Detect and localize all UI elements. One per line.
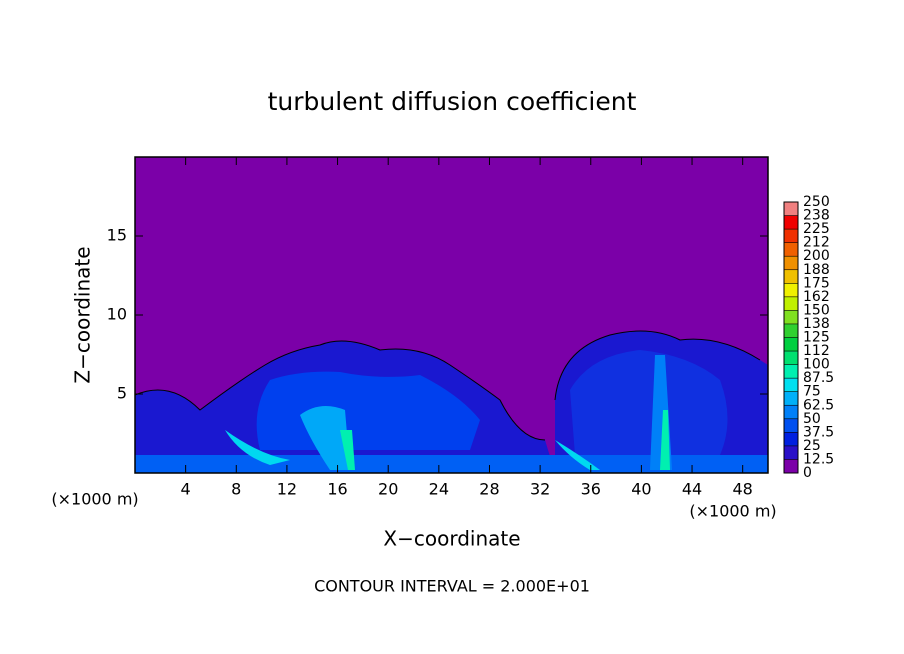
field-region bbox=[340, 430, 355, 470]
colorbar-band bbox=[784, 242, 798, 257]
colorbar-band bbox=[784, 432, 798, 446]
colorbar-label: 200 bbox=[803, 248, 830, 264]
colorbar-band bbox=[784, 323, 798, 338]
y-axis-title: Z−coordinate bbox=[71, 246, 95, 383]
x-tick-label: 28 bbox=[479, 480, 499, 499]
x-tick-label: 24 bbox=[429, 480, 449, 499]
x-tick-label: 36 bbox=[581, 480, 601, 499]
field-region bbox=[660, 410, 670, 470]
colorbar-label: 188 bbox=[803, 262, 830, 278]
colorbar-band bbox=[784, 215, 798, 230]
y-tick-label: 5 bbox=[117, 384, 127, 403]
colorbar-band bbox=[784, 202, 798, 216]
colorbar-label: 112 bbox=[803, 343, 830, 359]
colorbar-band bbox=[784, 364, 798, 379]
colorbar-label: 162 bbox=[803, 289, 830, 305]
colorbar-label: 225 bbox=[803, 221, 830, 237]
colorbar-label: 37.5 bbox=[803, 424, 834, 440]
colorbar-label: 75 bbox=[803, 384, 821, 400]
colorbar-band bbox=[784, 296, 798, 311]
contour-line bbox=[554, 330, 761, 401]
x-tick-label: 12 bbox=[277, 480, 297, 499]
colorbar-label: 150 bbox=[803, 302, 830, 318]
field-region bbox=[570, 350, 728, 455]
colorbar-label: 0 bbox=[803, 465, 812, 481]
colorbar-label: 175 bbox=[803, 275, 830, 291]
x-tick-label: 8 bbox=[231, 480, 241, 499]
colorbar-band bbox=[784, 351, 798, 365]
x-tick-label: 32 bbox=[530, 480, 550, 499]
colorbar-band bbox=[784, 459, 798, 473]
colorbar-frame bbox=[783, 201, 799, 474]
colorbar-label: 212 bbox=[803, 235, 830, 251]
x-unit-label: (×1000 m) bbox=[689, 502, 776, 521]
field-region bbox=[225, 430, 290, 465]
colorbar-label: 12.5 bbox=[803, 451, 834, 467]
colorbar-band bbox=[784, 283, 798, 297]
x-tick-label: 20 bbox=[378, 480, 398, 499]
colorbar-band bbox=[784, 418, 798, 433]
colorbar-band bbox=[784, 405, 798, 419]
colorbar-band bbox=[784, 378, 798, 392]
colorbar-label: 50 bbox=[803, 411, 821, 427]
x-tick-label: 16 bbox=[327, 480, 347, 499]
colorbar-band bbox=[784, 445, 798, 460]
colorbar-label: 62.5 bbox=[803, 397, 834, 413]
colorbar-label: 238 bbox=[803, 208, 830, 224]
contour-field bbox=[134, 157, 768, 473]
field-region bbox=[135, 455, 768, 473]
chart-title: turbulent diffusion coefficient bbox=[268, 87, 637, 116]
colorbar-band bbox=[784, 337, 798, 352]
colorbar-band bbox=[784, 229, 798, 243]
x-unit-label: (×1000 m) bbox=[51, 490, 138, 509]
y-tick-label: 10 bbox=[107, 305, 127, 324]
footnote: CONTOUR INTERVAL = 2.000E+01 bbox=[314, 577, 590, 596]
colorbar-label: 100 bbox=[803, 357, 830, 373]
x-axis-title: X−coordinate bbox=[383, 527, 520, 551]
colorbar-label: 125 bbox=[803, 330, 830, 346]
field-region bbox=[555, 440, 600, 470]
x-tick-label: 48 bbox=[733, 480, 753, 499]
field-region bbox=[300, 406, 350, 470]
contour-line bbox=[134, 340, 546, 441]
colorbar-label: 87.5 bbox=[803, 370, 834, 386]
colorbar-label: 250 bbox=[803, 194, 830, 210]
colorbar-band bbox=[784, 256, 798, 270]
x-tick-label: 44 bbox=[682, 480, 702, 499]
colorbar-band bbox=[784, 310, 798, 324]
x-tick-label: 40 bbox=[631, 480, 651, 499]
colorbar-label: 25 bbox=[803, 438, 821, 454]
colorbar-band bbox=[784, 269, 798, 284]
colorbar-band bbox=[784, 391, 798, 406]
colorbar-label: 138 bbox=[803, 316, 830, 332]
y-tick-label: 15 bbox=[107, 226, 127, 245]
x-tick-label: 4 bbox=[181, 480, 191, 499]
